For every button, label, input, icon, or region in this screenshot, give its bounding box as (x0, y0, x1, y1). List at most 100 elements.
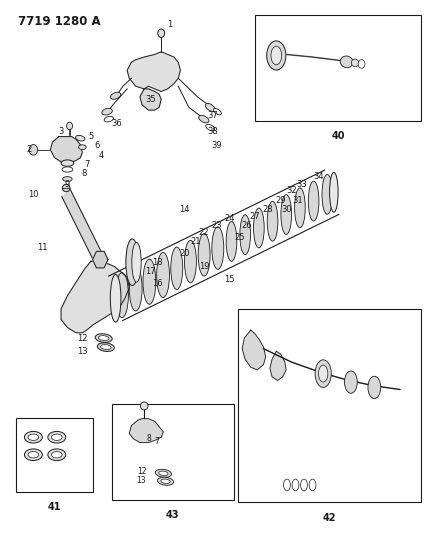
Ellipse shape (51, 451, 62, 458)
Ellipse shape (51, 434, 62, 440)
Ellipse shape (61, 160, 74, 166)
Ellipse shape (295, 188, 305, 228)
Text: 37: 37 (207, 111, 218, 120)
Bar (112, 405, 234, 500)
Text: 17: 17 (145, 268, 156, 276)
Text: 19: 19 (199, 262, 209, 271)
Text: 39: 39 (211, 141, 222, 150)
Ellipse shape (143, 259, 156, 304)
Text: 24: 24 (224, 214, 235, 223)
Polygon shape (127, 52, 181, 92)
Text: 14: 14 (179, 205, 190, 214)
Text: 22: 22 (199, 228, 209, 237)
Circle shape (358, 60, 365, 68)
Ellipse shape (271, 46, 281, 64)
Text: 25: 25 (235, 233, 245, 242)
Ellipse shape (199, 115, 209, 123)
Ellipse shape (254, 208, 264, 248)
Circle shape (66, 122, 73, 130)
Text: 16: 16 (151, 279, 162, 288)
Text: 31: 31 (292, 196, 303, 205)
Text: 18: 18 (151, 258, 162, 266)
Ellipse shape (102, 108, 112, 115)
Ellipse shape (98, 336, 109, 341)
Text: 10: 10 (28, 190, 39, 199)
Text: 4: 4 (99, 151, 104, 160)
Ellipse shape (184, 240, 196, 283)
Ellipse shape (28, 434, 39, 440)
Ellipse shape (63, 176, 72, 181)
Ellipse shape (24, 431, 42, 443)
Ellipse shape (329, 172, 338, 212)
Ellipse shape (171, 247, 183, 289)
Ellipse shape (340, 56, 353, 68)
Text: 23: 23 (211, 221, 222, 230)
Ellipse shape (205, 103, 215, 111)
Ellipse shape (76, 135, 85, 141)
Text: 6: 6 (95, 141, 100, 150)
Ellipse shape (129, 266, 142, 311)
Ellipse shape (110, 274, 121, 322)
Ellipse shape (48, 431, 66, 443)
Ellipse shape (281, 195, 292, 235)
Text: 15: 15 (224, 275, 235, 284)
Text: 7719 1280 A: 7719 1280 A (18, 14, 101, 28)
Ellipse shape (155, 469, 172, 478)
Circle shape (29, 144, 38, 155)
Ellipse shape (315, 360, 331, 387)
Polygon shape (129, 419, 163, 442)
Ellipse shape (226, 222, 237, 261)
Text: 8: 8 (82, 169, 87, 178)
Ellipse shape (301, 479, 308, 491)
Bar (255, 14, 421, 120)
Polygon shape (61, 261, 129, 333)
Text: 26: 26 (241, 221, 252, 230)
Ellipse shape (79, 145, 86, 150)
Text: 35: 35 (145, 95, 156, 104)
Ellipse shape (157, 253, 169, 297)
Text: 42: 42 (323, 513, 336, 523)
Ellipse shape (214, 109, 221, 115)
Ellipse shape (309, 479, 316, 491)
Ellipse shape (292, 479, 299, 491)
Text: 5: 5 (88, 132, 94, 141)
Polygon shape (140, 89, 161, 110)
Text: 40: 40 (331, 131, 345, 141)
Text: 3: 3 (58, 127, 64, 136)
Ellipse shape (24, 449, 42, 461)
Ellipse shape (368, 376, 381, 399)
Ellipse shape (284, 479, 290, 491)
Text: 2: 2 (27, 146, 32, 155)
Text: 7: 7 (154, 437, 160, 446)
Text: 20: 20 (179, 249, 190, 258)
Ellipse shape (97, 343, 114, 351)
Text: 13: 13 (137, 475, 146, 484)
Text: 21: 21 (190, 237, 201, 246)
Polygon shape (50, 136, 82, 163)
Text: 12: 12 (77, 334, 88, 343)
Text: 30: 30 (282, 205, 292, 214)
Text: 41: 41 (48, 503, 61, 512)
Ellipse shape (198, 233, 210, 276)
Ellipse shape (212, 227, 224, 269)
Ellipse shape (157, 477, 174, 486)
Ellipse shape (140, 402, 148, 410)
Ellipse shape (95, 334, 112, 342)
Ellipse shape (308, 181, 319, 221)
Text: 32: 32 (286, 186, 296, 195)
Ellipse shape (267, 201, 278, 241)
Ellipse shape (126, 239, 139, 286)
Ellipse shape (344, 371, 357, 393)
Ellipse shape (132, 243, 141, 282)
Ellipse shape (48, 449, 66, 461)
Ellipse shape (116, 272, 128, 318)
Polygon shape (93, 252, 108, 268)
Text: 28: 28 (263, 205, 273, 214)
Text: 38: 38 (207, 127, 218, 136)
Ellipse shape (28, 451, 39, 458)
Ellipse shape (322, 174, 332, 214)
Text: 27: 27 (250, 212, 260, 221)
Ellipse shape (240, 215, 251, 255)
Bar (16, 418, 93, 492)
Text: 13: 13 (77, 347, 88, 356)
